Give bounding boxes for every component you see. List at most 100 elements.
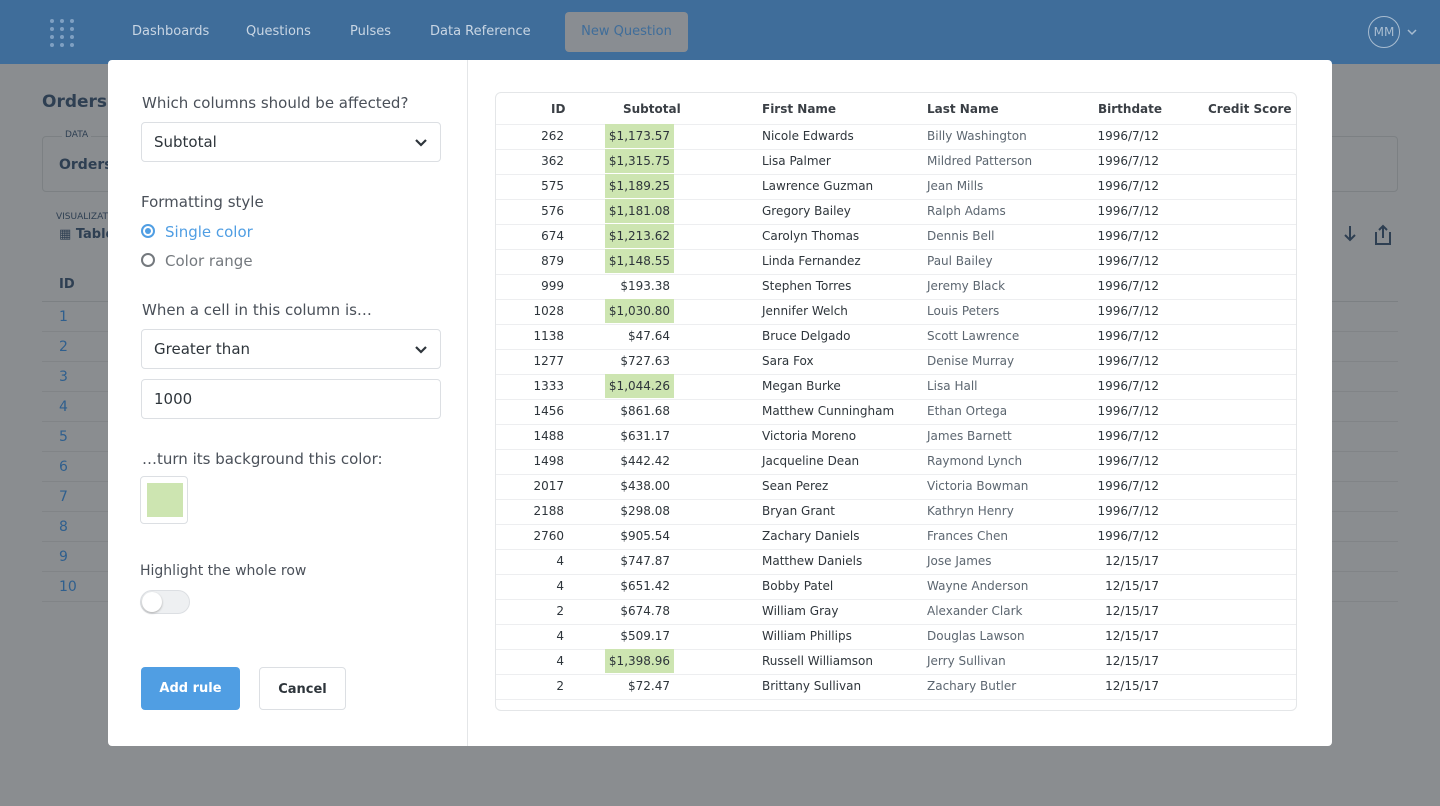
cancel-button[interactable]: Cancel (259, 667, 346, 710)
table-cell: Zachary Butler (927, 679, 1017, 693)
table-cell: 1277 (533, 354, 564, 368)
column-select[interactable]: Subtotal (141, 122, 441, 162)
style-option[interactable]: Color range (165, 252, 253, 270)
table-cell: Billy Washington (927, 129, 1027, 143)
id-link: 3 (59, 369, 68, 385)
table-cell: 1333 (533, 379, 564, 393)
table-cell: $727.63 (620, 354, 670, 368)
table-cell: 362 (541, 154, 564, 168)
row-line (496, 624, 1296, 625)
modal: Which columns should be affected? Subtot… (108, 60, 1332, 746)
table-cell: Mildred Patterson (927, 154, 1033, 168)
table-cell: Raymond Lynch (927, 454, 1023, 468)
table-cell: 2760 (533, 529, 564, 543)
table-cell: 12/15/17 (1105, 654, 1159, 668)
table-cell: Sean Perez (762, 479, 829, 493)
row-line (496, 299, 1296, 300)
logo (50, 19, 74, 47)
table-cell: 575 (541, 179, 564, 193)
table-cell: $1,044.26 (604, 374, 674, 398)
id-link: 5 (59, 429, 68, 445)
nav-item[interactable]: Pulses (350, 24, 392, 39)
id-link: 1 (59, 309, 68, 325)
nav-item[interactable]: Data Reference (430, 24, 531, 39)
row-line (496, 649, 1296, 650)
table-cell: $72.47 (628, 679, 670, 693)
row-line (496, 674, 1296, 675)
column-header: Subtotal (623, 102, 681, 116)
table-cell: $47.64 (628, 329, 670, 343)
threshold-value: 1000 (154, 390, 193, 408)
id-link: 8 (59, 519, 68, 535)
radio-selected[interactable] (141, 224, 155, 238)
table-cell: Jacqueline Dean (762, 454, 860, 468)
color-picker[interactable] (140, 476, 188, 524)
table-cell: 1996/7/12 (1097, 454, 1159, 468)
nav-item[interactable]: Questions (246, 24, 311, 39)
table-cell: 4 (556, 554, 564, 568)
columns-label: Which columns should be affected? (142, 94, 409, 112)
table-cell: $509.17 (620, 629, 670, 643)
style-option[interactable]: Single color (165, 223, 253, 241)
table-cell: 4 (556, 579, 564, 593)
table-cell: $905.54 (620, 529, 670, 543)
table-cell: Matthew Cunningham (762, 404, 895, 418)
toggle[interactable] (140, 590, 190, 614)
table-cell: Lisa Hall (927, 379, 978, 393)
table-cell: $631.17 (620, 429, 670, 443)
row-line (496, 124, 1296, 125)
row-line (496, 524, 1296, 525)
nav-bar: New Question MM Dashboards Questions Pulse… (0, 0, 1440, 64)
table-cell: 1996/7/12 (1097, 529, 1159, 543)
table-cell: Scott Lawrence (927, 329, 1020, 343)
radio[interactable] (141, 253, 155, 267)
table-cell: $438.00 (620, 479, 670, 493)
threshold-input[interactable]: 1000 (141, 379, 441, 419)
nav-item[interactable]: Dashboards (132, 24, 210, 39)
add-rule-button[interactable]: Add rule (141, 667, 240, 710)
table-cell: 1996/7/12 (1097, 129, 1159, 143)
avatar[interactable]: MM (1368, 16, 1400, 48)
table-cell: 1456 (533, 404, 564, 418)
table-cell: Sara Fox (762, 354, 814, 368)
chevron (415, 346, 427, 354)
table-cell: $1,315.75 (604, 149, 674, 173)
table-cell: Lisa Palmer (762, 154, 831, 168)
operator-select[interactable]: Greater than (141, 329, 441, 369)
table-cell: $1,030.80 (604, 299, 674, 323)
id-link: 4 (59, 399, 68, 415)
row-line (496, 549, 1296, 550)
table-cell: Jeremy Black (927, 279, 1006, 293)
data-value: Orders (59, 157, 113, 173)
table-cell: 1996/7/12 (1097, 254, 1159, 268)
table-cell: Nicole Edwards (762, 129, 854, 143)
preview-table: ID Subtotal First Name Last Name Birthdate Cr… (495, 92, 1297, 711)
color-swatch (147, 483, 183, 517)
table-cell: William Gray (762, 604, 839, 618)
table-cell: Paul Bailey (927, 254, 993, 268)
table-cell: $298.08 (620, 504, 670, 518)
table-cell: 576 (541, 204, 564, 218)
row-line (496, 574, 1296, 575)
table-cell: Louis Peters (927, 304, 1000, 318)
table-cell: 1996/7/12 (1097, 279, 1159, 293)
question-title: Orders A (42, 92, 127, 112)
table-cell: 1138 (533, 329, 564, 343)
table-cell: 1996/7/12 (1097, 504, 1159, 518)
table-cell: Bryan Grant (762, 504, 835, 518)
table-cell: Brittany Sullivan (762, 679, 862, 693)
table-cell: William Phillips (762, 629, 852, 643)
table-cell: 1996/7/12 (1097, 379, 1159, 393)
row-line (496, 374, 1296, 375)
table-cell: Russell Williamson (762, 654, 873, 668)
row-line (496, 349, 1296, 350)
row-line (496, 274, 1296, 275)
new-question-button[interactable]: New Question (565, 12, 688, 52)
toolbar-icons (1344, 224, 1391, 245)
table-cell: $861.68 (620, 404, 670, 418)
column-select-value: Subtotal (154, 133, 217, 151)
table-cell: 12/15/17 (1105, 604, 1159, 618)
table-cell: 1996/7/12 (1097, 354, 1159, 368)
viz-value: ▦ Table (59, 227, 115, 242)
